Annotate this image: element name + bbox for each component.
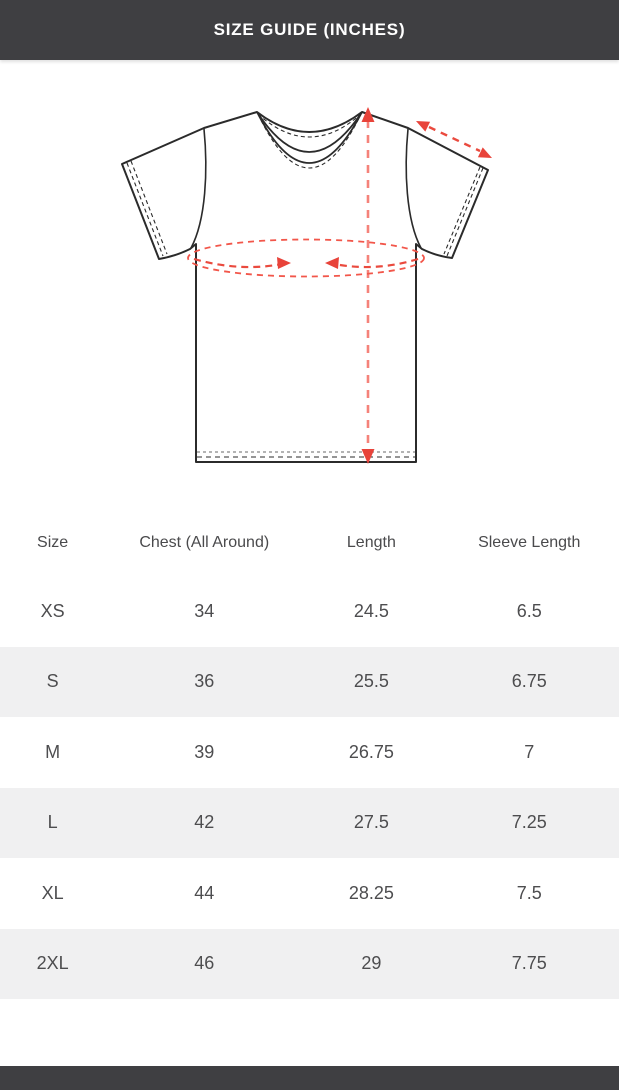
cell-chest: 36	[194, 671, 215, 692]
tshirt-outline	[121, 111, 489, 463]
cell-sleeve: 7	[524, 741, 535, 762]
table-header-row: Size Chest (All Around) Length Sleeve Le…	[0, 510, 619, 576]
page-title: SIZE GUIDE (INCHES)	[213, 20, 406, 39]
column-header-sleeve: Sleeve Length	[478, 534, 581, 551]
cell-size: S	[46, 671, 59, 692]
cell-sleeve: 7.75	[511, 953, 547, 974]
cell-chest: 42	[194, 812, 215, 833]
cuff-stitching	[126, 160, 484, 257]
cell-length: 24.5	[353, 600, 389, 621]
table-row-2xl: 2XL 46 29 7.75	[0, 928, 619, 999]
table-row-s: S 36 25.5 6.75	[0, 646, 619, 717]
cell-chest: 44	[194, 882, 215, 903]
cell-size: 2XL	[36, 953, 69, 974]
cell-sleeve: 6.5	[516, 600, 542, 621]
cell-length: 27.5	[353, 812, 389, 833]
table-row-l: L 42 27.5 7.25	[0, 787, 619, 858]
cell-size: XS	[40, 600, 65, 621]
cell-length: 29	[361, 953, 382, 974]
cell-size: XL	[41, 882, 64, 903]
cell-sleeve: 6.75	[511, 671, 547, 692]
chest-measure-arrow	[187, 238, 425, 278]
table-row-xs: XS 34 24.5 6.5	[0, 576, 619, 647]
cell-sleeve: 7.25	[511, 812, 547, 833]
cell-length: 26.75	[348, 741, 394, 762]
hem-stitching	[197, 451, 415, 458]
armhole-seams	[190, 128, 422, 249]
sleeve-measure-arrow	[416, 121, 492, 158]
table-row-xl: XL 44 28.25 7.5	[0, 858, 619, 929]
length-measure-arrow	[361, 107, 375, 464]
cell-length: 28.25	[348, 882, 394, 903]
footer-bar	[0, 1066, 619, 1090]
cell-size: L	[47, 812, 58, 833]
cell-chest: 39	[194, 741, 215, 762]
tshirt-diagram	[121, 107, 492, 464]
column-header-chest: Chest (All Around)	[139, 534, 270, 551]
cell-chest: 34	[194, 600, 215, 621]
cell-sleeve: 7.5	[516, 882, 542, 903]
cell-size: M	[45, 741, 61, 762]
column-header-length: Length	[346, 534, 396, 551]
size-guide-header: SIZE GUIDE (INCHES)	[0, 0, 619, 60]
size-table: Size Chest (All Around) Length Sleeve Le…	[0, 510, 619, 999]
table-row-m: M 39 26.75 7	[0, 717, 619, 788]
cell-length: 25.5	[353, 671, 389, 692]
column-header-size: Size	[37, 534, 69, 551]
collar	[256, 111, 363, 169]
cell-chest: 46	[194, 953, 215, 974]
